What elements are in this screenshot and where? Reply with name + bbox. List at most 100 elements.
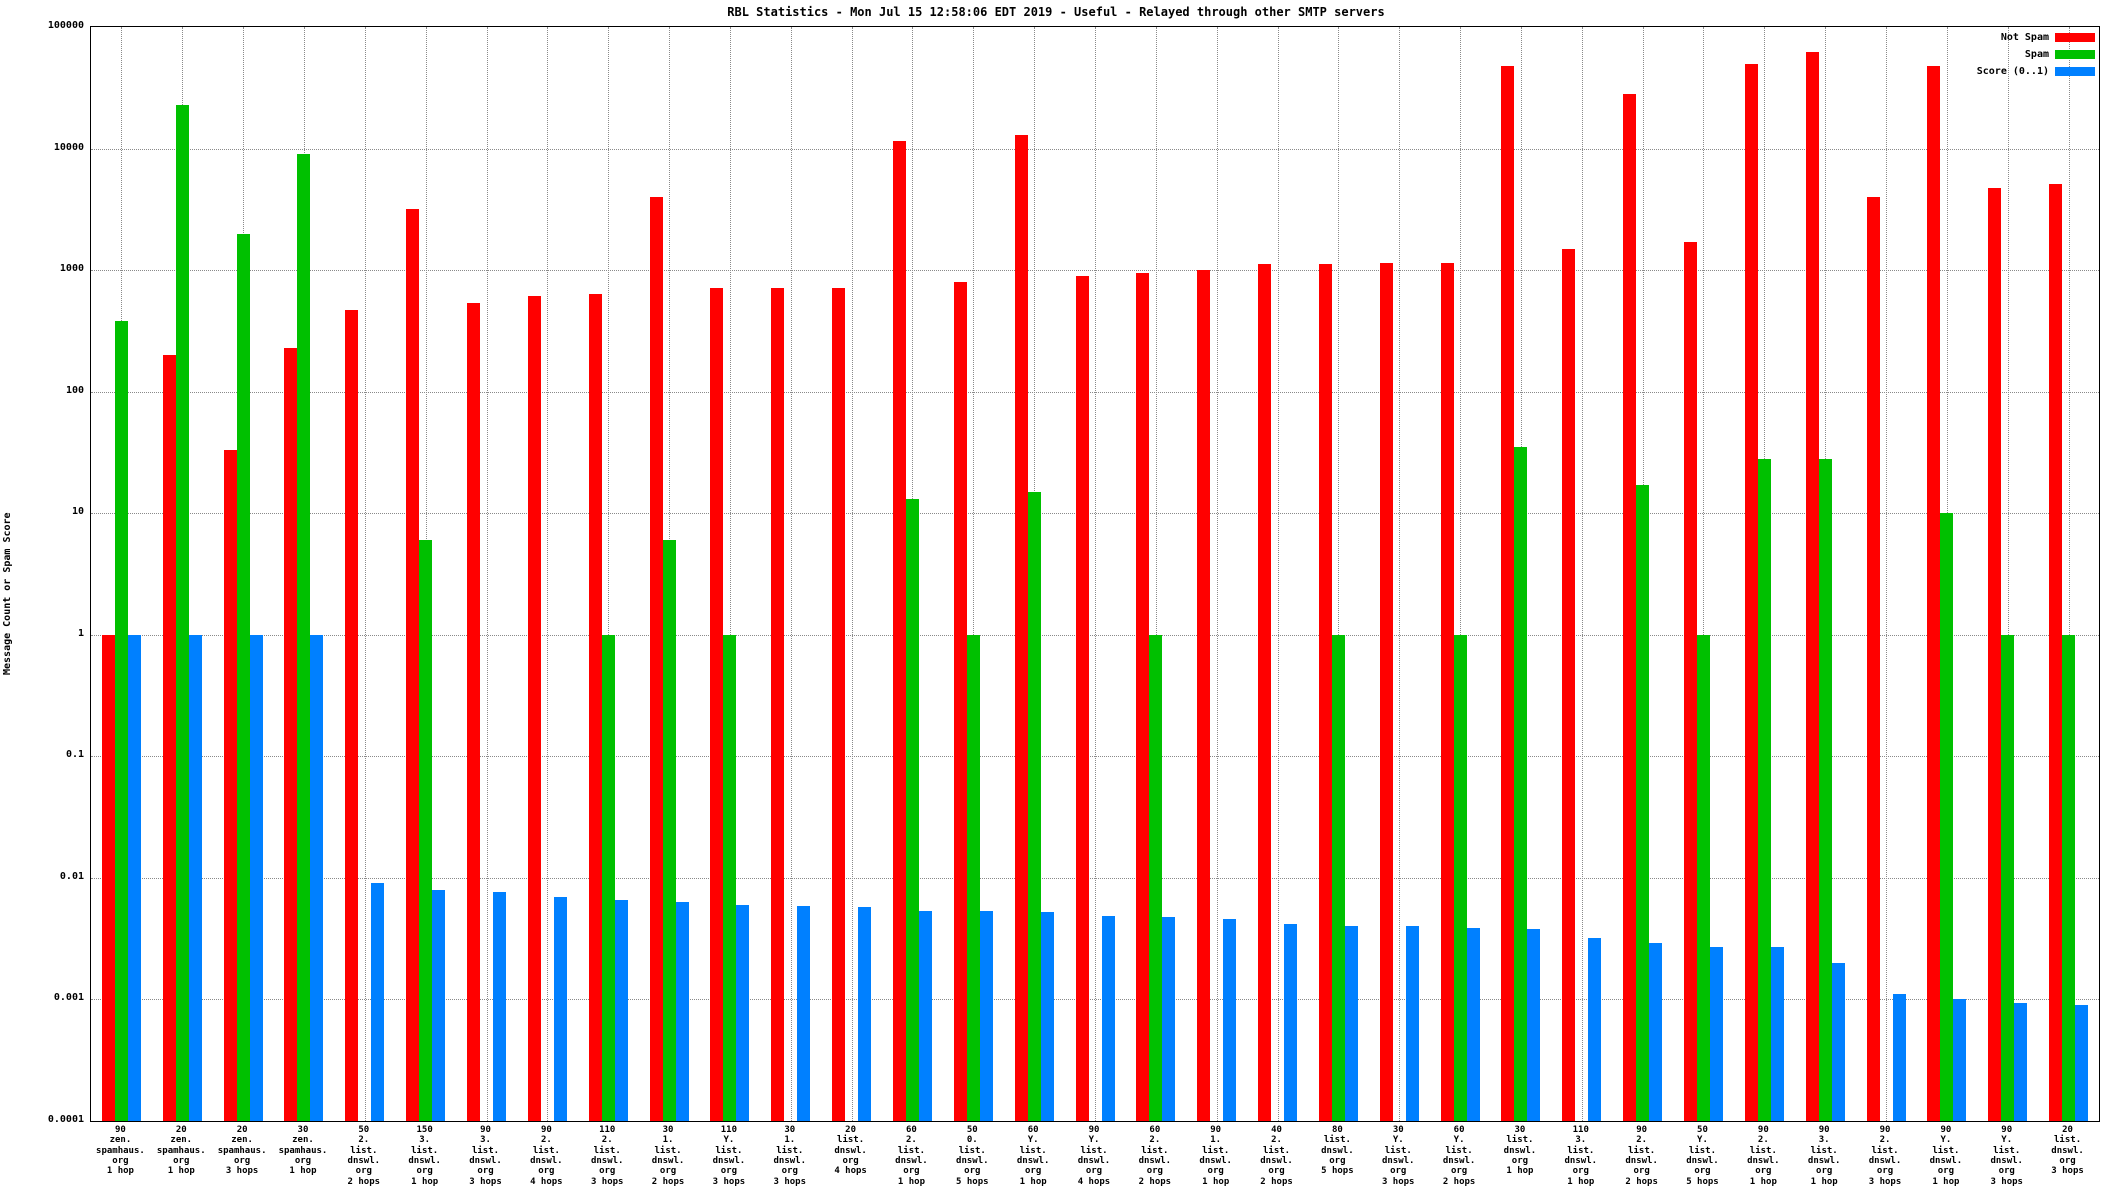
bar-score-0-1 [1344,926,1358,1121]
legend-row: Score (0..1) [1977,64,2095,79]
legend-swatch [2055,33,2095,42]
bar-spam [966,634,980,1121]
bar-score-0-1 [1649,943,1663,1121]
bar-score-0-1 [1466,927,1480,1121]
bar-not-spam [1562,248,1576,1121]
bar-spam [1331,634,1345,1121]
x-gridline [1338,27,1340,1121]
x-tick-label: 30 zen. spamhaus. org 1 hop [278,1125,328,1177]
bar-not-spam [832,288,846,1121]
x-tick-label: 90 2. list. dnswl. org 2 hops [1625,1125,1658,1187]
bar-not-spam [1014,134,1028,1121]
bar-not-spam [1197,270,1211,1121]
x-gridline [486,27,488,1121]
bar-spam [1027,491,1041,1121]
x-tick-label: 60 2. list. dnswl. org 2 hops [1138,1125,1172,1187]
x-gridline [2007,27,2009,1121]
bar-spam [601,634,615,1121]
bar-score-0-1 [493,892,506,1121]
legend: Not Spam Spam Score (0..1) [1977,30,2095,79]
x-tick-label: 90 2. list. dnswl. org 1 hop [1747,1125,1780,1187]
x-tick-label: 20 zen. spamhaus. org 3 hops [217,1125,267,1177]
bar-score-0-1 [858,906,872,1121]
plot-area: Not Spam Spam Score (0..1) [90,26,2100,1122]
x-tick-label: 90 2. list. dnswl. org 3 hops [1868,1125,1902,1187]
bar-not-spam [1440,262,1454,1121]
bar-score-0-1 [1709,947,1723,1121]
x-gridline [547,27,549,1121]
bar-not-spam [467,302,480,1121]
legend-row: Spam [2025,47,2095,62]
x-tick-label: 20 zen. spamhaus. org 1 hop [156,1125,206,1177]
x-tick-label: 90 2. list. dnswl. org 4 hops [530,1125,563,1187]
bar-not-spam [1927,65,1941,1121]
bar-score-0-1 [127,634,141,1121]
bar-not-spam [1866,196,1880,1121]
bar-score-0-1 [918,911,932,1121]
bar-score-0-1 [1223,918,1237,1121]
bar-spam [2001,634,2015,1121]
x-tick-label: 30 1. list. dnswl. org 2 hops [651,1125,685,1187]
bar-spam [114,321,128,1121]
x-tick-label: 90 Y. list. dnswl. org 1 hop [1929,1125,1963,1187]
x-tick-label: 90 zen. spamhaus. org 1 hop [96,1125,145,1177]
x-gridline [1399,27,1401,1121]
x-gridline [1703,27,1705,1121]
bar-not-spam [1623,94,1637,1121]
x-tick-label: 30 1. list. dnswl. org 3 hops [773,1125,806,1187]
legend-label: Spam [2024,49,2049,60]
bar-score-0-1 [614,899,628,1121]
x-gridline [1581,27,1583,1121]
bar-score-0-1 [979,911,993,1121]
bar-spam [175,104,189,1121]
bar-spam [297,154,311,1121]
bar-not-spam [588,293,602,1121]
bar-score-0-1 [1892,994,1906,1121]
x-tick-label: 90 Y. list. dnswl. org 4 hops [1077,1125,1111,1187]
bar-score-0-1 [1588,938,1602,1121]
bar-score-0-1 [797,905,811,1121]
bar-not-spam [223,450,237,1121]
x-tick-label: 60 2. list. dnswl. org 1 hop [895,1125,928,1187]
x-gridline [608,27,610,1121]
x-tick-label: 20 list. dnswl. org 3 hops [2051,1125,2084,1177]
bar-score-0-1 [1405,926,1419,1121]
bar-spam [905,499,919,1121]
x-tick-label: 150 3. list. dnswl. org 1 hop [408,1125,441,1187]
bar-score-0-1 [310,634,324,1121]
legend-swatch [2055,50,2095,59]
bar-not-spam [1379,262,1393,1121]
bar-spam [1757,458,1771,1121]
bar-spam [723,634,737,1121]
x-gridline [1095,27,1096,1121]
bar-score-0-1 [1284,923,1298,1121]
bar-not-spam [406,208,420,1121]
x-gridline [1155,27,1157,1121]
x-tick-label: 110 2. list. dnswl. org 3 hops [590,1125,624,1187]
bar-not-spam [345,309,359,1121]
legend-label: Score (0..1) [1976,66,2049,77]
bar-spam [1636,485,1650,1121]
bar-spam [1514,447,1528,1121]
x-tick-label: 90 3. list. dnswl. org 1 hop [1807,1125,1841,1187]
x-tick-label: 110 3. list. dnswl. org 1 hop [1564,1125,1598,1187]
bar-not-spam [1136,272,1150,1121]
bar-not-spam [649,196,663,1121]
bar-spam [1818,458,1832,1121]
x-gridline [1460,27,1462,1121]
x-tick-label: 90 Y. list. dnswl. org 3 hops [1990,1125,2023,1187]
x-gridline [1886,27,1888,1121]
y-axis-label: Message Count or Spam Score [2,512,13,676]
bar-not-spam [1501,65,1515,1121]
x-tick-label: 60 Y. list. dnswl. org 1 hop [1016,1125,1050,1187]
x-tick-label: 90 1. list. dnswl. org 1 hop [1199,1125,1232,1187]
bar-score-0-1 [432,889,446,1121]
bar-score-0-1 [553,896,567,1121]
x-axis-labels: 90 zen. spamhaus. org 1 hop 20 zen. spamh… [90,1125,2100,1187]
x-tick-label: 110 Y. list. dnswl. org 3 hops [712,1125,746,1187]
chart-title: RBL Statistics - Mon Jul 15 12:58:06 EDT… [727,5,1385,19]
bar-not-spam [527,296,541,1121]
bar-not-spam [953,281,967,1121]
bar-score-0-1 [188,634,202,1121]
